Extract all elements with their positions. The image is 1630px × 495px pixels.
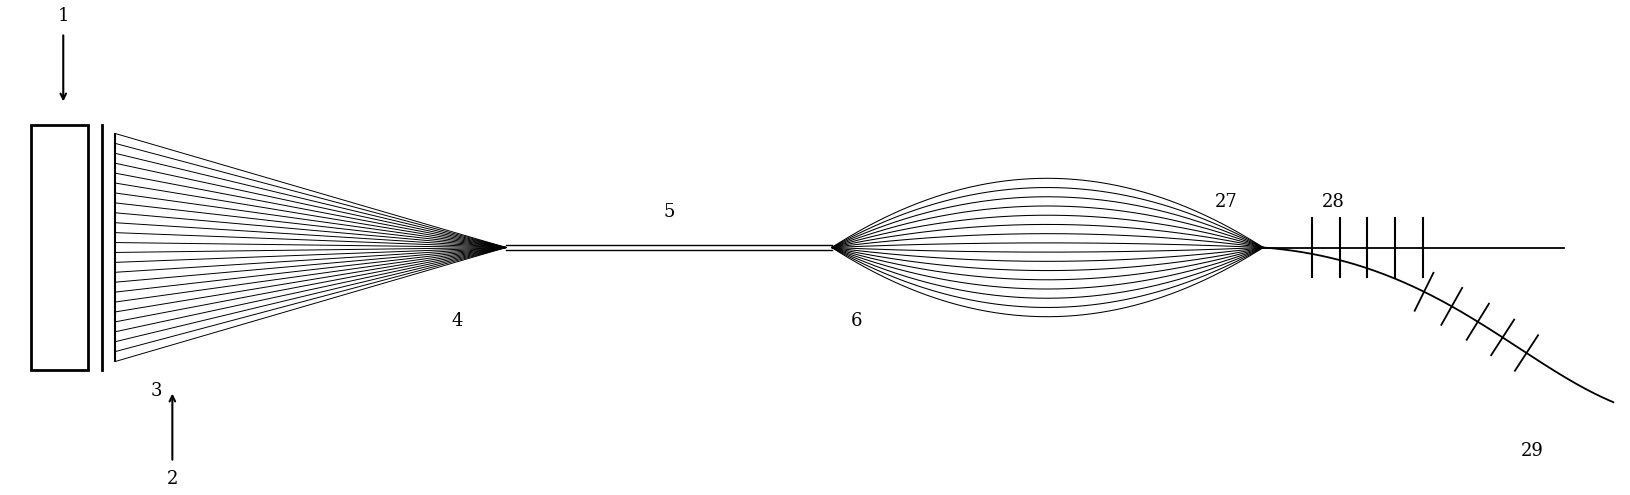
Text: 4: 4 — [452, 312, 463, 330]
Text: 1: 1 — [57, 7, 68, 25]
Text: 27: 27 — [1214, 193, 1237, 211]
Text: 2: 2 — [166, 470, 178, 488]
Text: 5: 5 — [663, 202, 675, 221]
Text: 28: 28 — [1320, 193, 1343, 211]
Text: 3: 3 — [150, 382, 161, 400]
Bar — [31, 125, 88, 370]
Text: 29: 29 — [1519, 442, 1542, 460]
Text: 6: 6 — [849, 312, 861, 330]
